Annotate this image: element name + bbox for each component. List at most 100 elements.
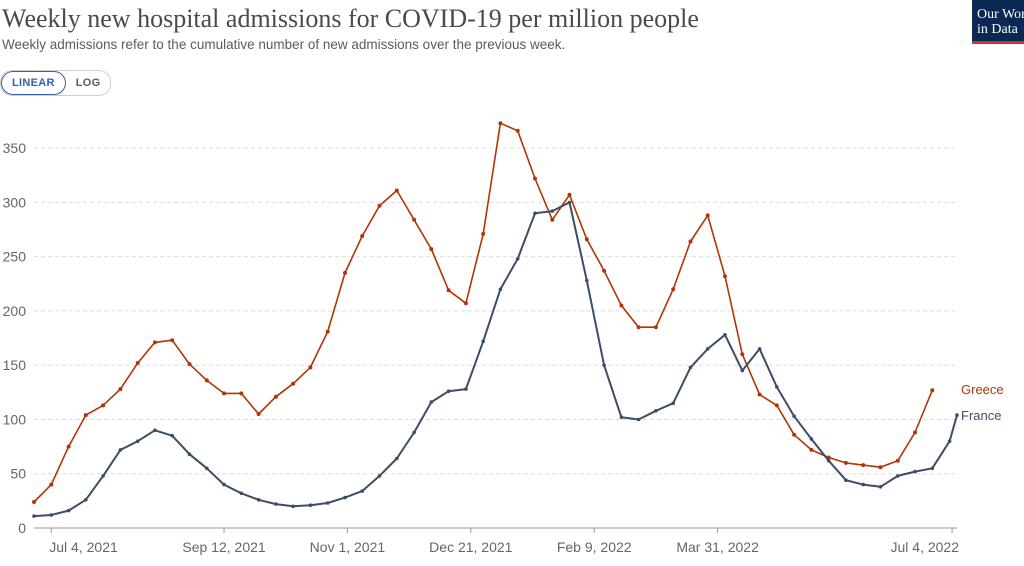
data-point-greece (187, 362, 192, 367)
data-point-greece (861, 463, 866, 468)
data-point-france (32, 514, 36, 518)
x-axis: Jul 4, 2021 Sep 12, 2021 Nov 1, 2021 Dec 21… (49, 528, 959, 555)
data-point-france (429, 400, 434, 404)
data-point-greece (688, 239, 693, 244)
x-tick-label: Sep 12, 2021 (182, 539, 266, 555)
data-point-france (256, 498, 261, 502)
data-point-france (826, 458, 831, 463)
data-point-france (187, 452, 192, 457)
data-point-greece (273, 394, 278, 399)
x-tick-label: Mar 31, 2022 (676, 539, 759, 555)
x-tick-label: Nov 1, 2021 (310, 539, 386, 555)
data-point-greece (377, 203, 382, 208)
data-point-france (101, 474, 105, 478)
data-point-greece (671, 287, 676, 292)
data-point-france (325, 501, 330, 505)
data-point-france (792, 414, 796, 419)
data-point-greece (653, 325, 658, 330)
data-point-france (947, 439, 952, 444)
data-point-france (274, 502, 278, 506)
data-point-greece (429, 247, 434, 252)
y-tick-label: 300 (3, 194, 27, 210)
data-point-france (66, 508, 71, 513)
series-labels: Greece France (961, 382, 1004, 423)
data-point-greece (481, 231, 486, 236)
logo-line-2: in Data (977, 22, 1018, 37)
data-point-greece (843, 460, 848, 465)
data-point-france (550, 209, 555, 213)
y-tick-label: 50 (10, 466, 26, 482)
data-point-france (861, 482, 865, 487)
data-point-greece (170, 338, 175, 343)
data-point-france (395, 456, 399, 461)
scale-toggle[interactable]: LINEAR LOG (0, 70, 112, 96)
data-point-france (533, 211, 537, 216)
data-point-france (343, 495, 347, 500)
data-point-france (481, 339, 486, 344)
x-tick-label: Dec 21, 2021 (429, 539, 512, 555)
data-point-france (498, 287, 503, 292)
data-point-greece (533, 176, 537, 181)
data-point-greece (412, 217, 417, 222)
data-point-greece (515, 128, 520, 133)
data-point-greece (757, 392, 762, 397)
log-scale-button[interactable]: LOG (75, 77, 101, 89)
data-point-greece (740, 352, 745, 357)
logo-line-1: Our World (977, 7, 1024, 22)
data-point-greece (913, 430, 917, 435)
y-tick-label: 350 (3, 140, 27, 156)
data-point-france (170, 433, 174, 438)
data-point-france (913, 469, 917, 474)
x-tick-label: Jul 4, 2021 (49, 539, 118, 555)
chart-subtitle: Weekly admissions refer to the cumulativ… (2, 37, 566, 52)
series-line-greece[interactable] (33, 122, 934, 503)
data-point-france (291, 504, 295, 509)
data-point-france (515, 257, 520, 261)
data-point-france (205, 466, 209, 471)
data-point-greece (152, 340, 157, 345)
data-point-france (222, 482, 226, 487)
linear-scale-button[interactable]: LINEAR (1, 71, 66, 95)
data-point-greece (705, 213, 710, 218)
data-point-greece (930, 388, 935, 393)
y-tick-label: 100 (3, 411, 27, 427)
owid-logo[interactable]: Our World in Data (972, 0, 1024, 44)
data-point-greece (239, 391, 244, 396)
series-label-france: France (961, 408, 1001, 423)
y-tick-label: 250 (3, 249, 27, 265)
data-point-france (636, 417, 641, 422)
data-point-france (360, 489, 365, 493)
y-tick-label: 0 (18, 520, 26, 536)
data-point-greece (83, 413, 88, 418)
data-point-france (671, 401, 675, 406)
data-point-greece (204, 378, 209, 383)
data-point-greece (291, 381, 296, 386)
data-point-france (464, 387, 468, 391)
data-point-france (654, 409, 658, 413)
series-lines (32, 121, 959, 518)
data-point-france (809, 437, 814, 441)
data-point-france (412, 430, 416, 435)
data-point-france (688, 365, 693, 370)
data-point-greece (343, 270, 347, 275)
data-point-greece (792, 432, 797, 437)
series-line-france[interactable] (33, 201, 958, 518)
data-point-france (705, 347, 710, 351)
data-point-france (844, 478, 848, 483)
data-point-greece (101, 403, 106, 408)
data-point-france (757, 347, 762, 351)
grid-lines (34, 147, 957, 529)
data-point-greece (602, 268, 607, 273)
y-tick-label: 200 (3, 303, 27, 319)
data-point-france (723, 333, 727, 337)
data-point-france (446, 389, 451, 394)
data-point-france (49, 513, 54, 517)
data-point-france (602, 363, 606, 368)
data-point-france (775, 385, 779, 389)
data-point-france (955, 413, 959, 417)
data-point-france (153, 428, 157, 433)
data-point-greece (118, 387, 123, 392)
data-point-france (896, 474, 900, 478)
data-point-greece (550, 217, 555, 222)
data-point-greece (878, 465, 883, 470)
